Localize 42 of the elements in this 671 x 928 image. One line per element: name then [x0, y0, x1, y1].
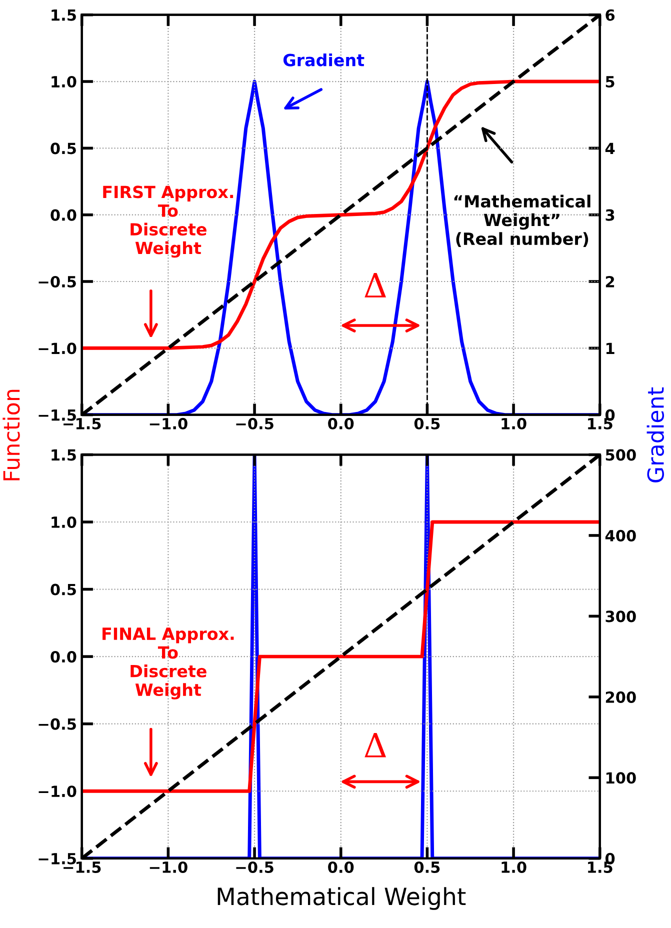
annotation: “Mathematical Weight” (Real number)	[454, 194, 590, 248]
y2-tick-label: 400	[605, 530, 636, 542]
y-tick-label: 0.0	[50, 651, 76, 663]
annotation: Δ	[364, 732, 386, 758]
y2-tick-label: 3	[606, 209, 614, 221]
y-tick-label: 0.0	[50, 209, 76, 221]
annotation: FINAL Approx. To Discrete Weight	[102, 628, 234, 700]
y-tick-label: −0.5	[38, 276, 76, 288]
x-tick-label: 0.5	[414, 418, 440, 430]
y-tick-label: 1.5	[52, 10, 76, 21]
annotation: Gradient	[283, 53, 364, 66]
y2-tick-label: 200	[606, 691, 636, 703]
x-tick-label: 0.0	[328, 418, 354, 430]
x-tick-label: 0.5	[414, 861, 440, 874]
y-tick-label: 1.0	[52, 516, 76, 528]
y-tick-label: 0.5	[50, 142, 76, 154]
y2-tick-label: 2	[606, 276, 614, 288]
x-tick-label: −1.0	[150, 418, 188, 430]
y-tick-label: 0.5	[50, 584, 76, 596]
y2-axis-title: Gradient	[646, 387, 664, 482]
x-tick-label: 0.0	[328, 861, 354, 874]
annotation: Δ	[364, 273, 386, 298]
y2-tick-label: 6	[606, 9, 615, 21]
y-tick-label: 1.5	[52, 449, 76, 461]
y2-tick-label: 500	[606, 449, 636, 461]
y2-tick-label: 5	[606, 76, 614, 88]
y2-tick-label: 1	[606, 342, 614, 354]
y-axis-title: Function	[2, 390, 20, 480]
y2-tick-label: 300	[606, 610, 636, 622]
x-tick-label: −0.5	[236, 418, 274, 430]
y-tick-label: −1.0	[38, 786, 76, 798]
x-tick-label: −1.0	[150, 861, 188, 874]
annotation: FIRST Approx. To Discrete Weight	[103, 186, 234, 258]
y2-tick-label: 100	[606, 772, 636, 784]
y-tick-label: 1.0	[52, 76, 76, 88]
y-tick-label: −0.5	[38, 718, 76, 730]
y2-tick-label: 4	[605, 142, 615, 154]
y-tick-label: −1.0	[38, 342, 76, 354]
x-tick-label: 1.0	[502, 861, 526, 874]
x-tick-label: −0.5	[236, 861, 274, 874]
x-axis-title: Mathematical Weight	[218, 887, 466, 910]
x-tick-label: 1.0	[502, 418, 526, 430]
